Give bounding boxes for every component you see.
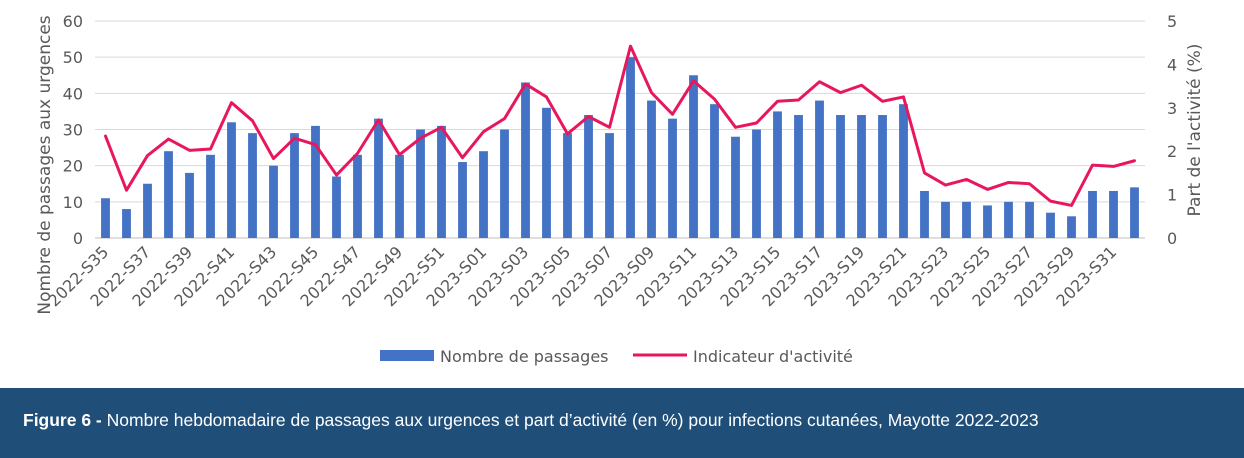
bar	[1004, 201, 1013, 238]
bar	[941, 201, 950, 238]
y2-tick-label: 0	[1167, 229, 1177, 248]
bar-series	[101, 57, 1139, 238]
y-tick-label: 40	[63, 84, 83, 103]
bar	[647, 100, 656, 238]
y2-tick-label: 5	[1167, 12, 1177, 31]
figure-caption: Figure 6 - Nombre hebdomadaire de passag…	[23, 410, 1039, 431]
y-tick-label: 30	[63, 121, 83, 140]
figure-caption-text: Nombre hebdomadaire de passages aux urge…	[106, 410, 1039, 430]
activity-line	[104, 44, 1136, 207]
bar	[752, 129, 761, 238]
bar	[731, 136, 740, 238]
bar	[1025, 201, 1034, 238]
bar	[983, 205, 992, 238]
y2-tick-label: 3	[1167, 99, 1177, 118]
y-axis-title: Nombre de passages aux urgences	[35, 15, 55, 314]
bar	[311, 125, 320, 238]
bar	[689, 75, 698, 238]
bar	[710, 104, 719, 238]
bar	[815, 100, 824, 238]
y-axis-left: 0 10 20 30 40 50 60	[63, 12, 83, 248]
y-tick-label: 10	[63, 193, 83, 212]
bar	[332, 176, 341, 238]
legend: Nombre de passages Indicateur d'activité	[380, 347, 853, 366]
y2-tick-label: 1	[1167, 186, 1177, 205]
bar	[1046, 212, 1055, 238]
bar	[668, 118, 677, 238]
bar	[185, 172, 194, 238]
bar	[395, 154, 404, 238]
bar	[122, 209, 131, 238]
bar	[521, 82, 530, 238]
bar	[437, 125, 446, 238]
y2-tick-label: 4	[1167, 55, 1177, 74]
bar	[206, 154, 215, 238]
legend-swatch-bars	[380, 350, 434, 361]
bar	[584, 115, 593, 238]
bar	[1130, 187, 1139, 238]
bar	[143, 183, 152, 238]
legend-label-bars: Nombre de passages	[440, 347, 609, 366]
bar	[101, 198, 110, 238]
chart-area: 0 10 20 30 40 50 60 0 1 2 3 4 5 2022-S35 2022-S37 202…	[35, 12, 1205, 366]
bar	[836, 115, 845, 238]
bar	[626, 57, 635, 238]
y-tick-label: 50	[63, 48, 83, 67]
y-tick-label: 20	[63, 157, 83, 176]
y-tick-label: 60	[63, 12, 83, 31]
y-tick-label: 0	[73, 229, 83, 248]
bar	[773, 111, 782, 238]
y-axis-right: 0 1 2 3 4 5	[1167, 12, 1177, 248]
bar	[794, 115, 803, 238]
bar	[857, 115, 866, 238]
bar	[290, 133, 299, 238]
bar	[458, 162, 467, 238]
bar	[1088, 190, 1097, 238]
bar	[920, 190, 929, 238]
legend-label-line: Indicateur d'activité	[693, 347, 853, 366]
y2-axis-title: Part de l'activité (%)	[1185, 44, 1205, 217]
bar	[248, 133, 257, 238]
bar	[1109, 190, 1118, 238]
bar	[962, 201, 971, 238]
bar	[563, 133, 572, 238]
bar	[227, 122, 236, 238]
x-axis: 2022-S352022-S372022-S392022-S412022-S43…	[44, 242, 1120, 310]
bar	[164, 151, 173, 238]
line-series	[104, 44, 1136, 207]
bar	[1067, 216, 1076, 238]
combo-chart: 0 10 20 30 40 50 60 0 1 2 3 4 5 2022-S352022-S37202…	[35, 12, 1205, 366]
bar	[542, 107, 551, 238]
bar	[416, 129, 425, 238]
y2-tick-label: 2	[1167, 142, 1177, 161]
bar	[479, 151, 488, 238]
bar	[374, 118, 383, 238]
bar	[605, 133, 614, 238]
figure-caption-bar: Figure 6 - Nombre hebdomadaire de passag…	[0, 388, 1244, 458]
figure-label: Figure 6 -	[23, 410, 102, 430]
bar	[878, 115, 887, 238]
bar	[353, 154, 362, 238]
bar	[269, 165, 278, 238]
bar	[899, 104, 908, 238]
bar	[500, 129, 509, 238]
